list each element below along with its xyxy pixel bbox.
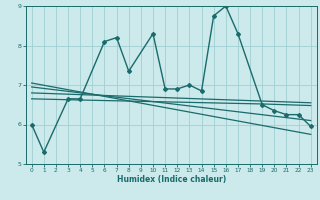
X-axis label: Humidex (Indice chaleur): Humidex (Indice chaleur) (116, 175, 226, 184)
